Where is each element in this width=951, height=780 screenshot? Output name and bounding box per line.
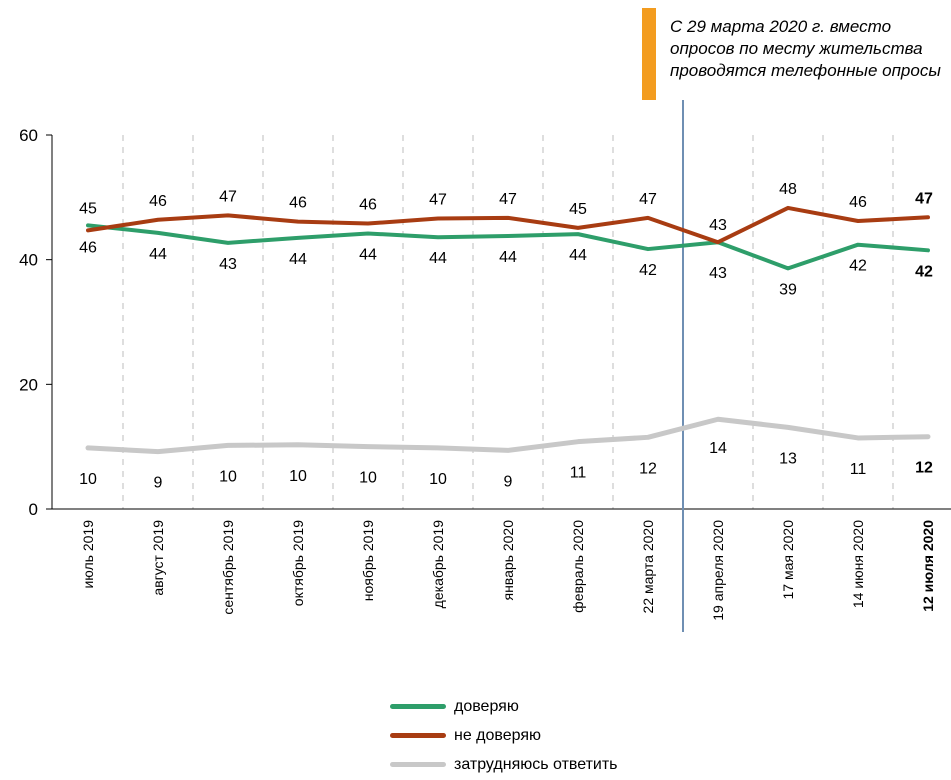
data-label: 43 [709,265,727,282]
y-tick-label: 0 [29,500,38,519]
data-label: 9 [154,475,163,492]
data-label: 44 [429,250,447,267]
axes: 0 20 40 60 июль 2019 август 2019 сентябрь 2019… [19,100,951,632]
x-tick-label: 17 мая 2020 [780,520,796,600]
legend-swatch-undecided [390,762,446,767]
legend-swatch-distrust [390,733,446,738]
y-tick-label: 60 [19,126,38,145]
data-label: 14 [709,440,727,457]
legend: доверяю не доверяю затрудняюсь ответить [390,692,618,779]
legend-label-trust: доверяю [454,697,519,715]
x-tick-label: 12 июля 2020 [920,520,936,612]
data-label: 13 [779,450,797,467]
data-label: 42 [639,262,657,279]
data-label: 44 [289,251,307,268]
data-label: 43 [709,217,727,234]
note-line-3: проводятся телефонные опросы [670,61,941,80]
data-label: 45 [569,201,587,218]
series-line-0 [86,223,930,271]
data-label: 11 [570,465,587,482]
data-label: 12 [639,460,657,477]
data-label: 47 [915,190,933,207]
data-label: 43 [219,256,237,273]
vertical-gridlines [122,135,894,509]
legend-item-distrust: не доверяю [390,721,618,750]
legend-label-distrust: не доверяю [454,726,542,744]
data-label: 44 [499,249,517,266]
data-labels: 45 46 10 46 44 9 47 43 10 46 44 10 46 44 10 47 44 10 47 44 9… [79,181,933,492]
data-label: 48 [779,181,797,198]
data-label: 10 [359,470,377,487]
data-label: 9 [504,473,513,490]
note-line-2: опросов по месту жительства [670,39,923,58]
series-lines [85,205,931,455]
data-label: 12 [915,460,933,477]
data-label: 44 [149,246,167,263]
series-line-1 [86,205,930,245]
data-label: 10 [289,468,307,485]
y-tick-label: 20 [19,375,38,394]
data-label: 46 [359,197,377,214]
data-label: 44 [359,246,377,263]
data-label: 46 [289,195,307,212]
x-tick-label: ноябрь 2019 [360,520,376,601]
data-label: 42 [915,263,933,280]
x-tick-label: январь 2020 [500,520,516,601]
data-label: 10 [219,468,237,485]
data-label: 45 [79,200,97,217]
legend-item-undecided: затрудняюсь ответить [390,750,618,779]
data-label: 39 [779,281,797,298]
data-label: 10 [79,471,97,488]
legend-item-trust: доверяю [390,692,618,721]
survey-method-note: С 29 марта 2020 г. вместо опросов по мес… [642,8,951,100]
note-line-1: С 29 марта 2020 г. вместо [670,17,892,36]
data-label: 47 [639,191,657,208]
x-tick-label: 19 апреля 2020 [710,520,726,621]
x-tick-label: июль 2019 [80,520,96,589]
data-label: 11 [850,461,867,478]
data-label: 42 [849,258,867,275]
x-tick-label: 22 марта 2020 [640,520,656,614]
data-label: 46 [149,193,167,210]
x-tick-label: декабрь 2019 [430,520,446,609]
x-tick-label: 14 июня 2020 [850,520,866,608]
data-label: 46 [79,239,97,256]
x-tick-label: февраль 2020 [570,520,586,613]
data-label: 46 [849,194,867,211]
data-label: 47 [219,188,237,205]
x-tick-label: август 2019 [150,520,166,596]
legend-swatch-trust [390,704,446,709]
data-label: 44 [569,247,587,264]
data-label: 47 [499,191,517,208]
data-label: 47 [429,192,447,209]
x-tick-label: октябрь 2019 [290,520,306,606]
series-line-2 [85,416,931,455]
legend-label-undecided: затрудняюсь ответить [454,755,618,773]
x-tick-label: сентябрь 2019 [220,520,236,615]
y-tick-label: 40 [19,251,38,270]
data-label: 10 [429,471,447,488]
